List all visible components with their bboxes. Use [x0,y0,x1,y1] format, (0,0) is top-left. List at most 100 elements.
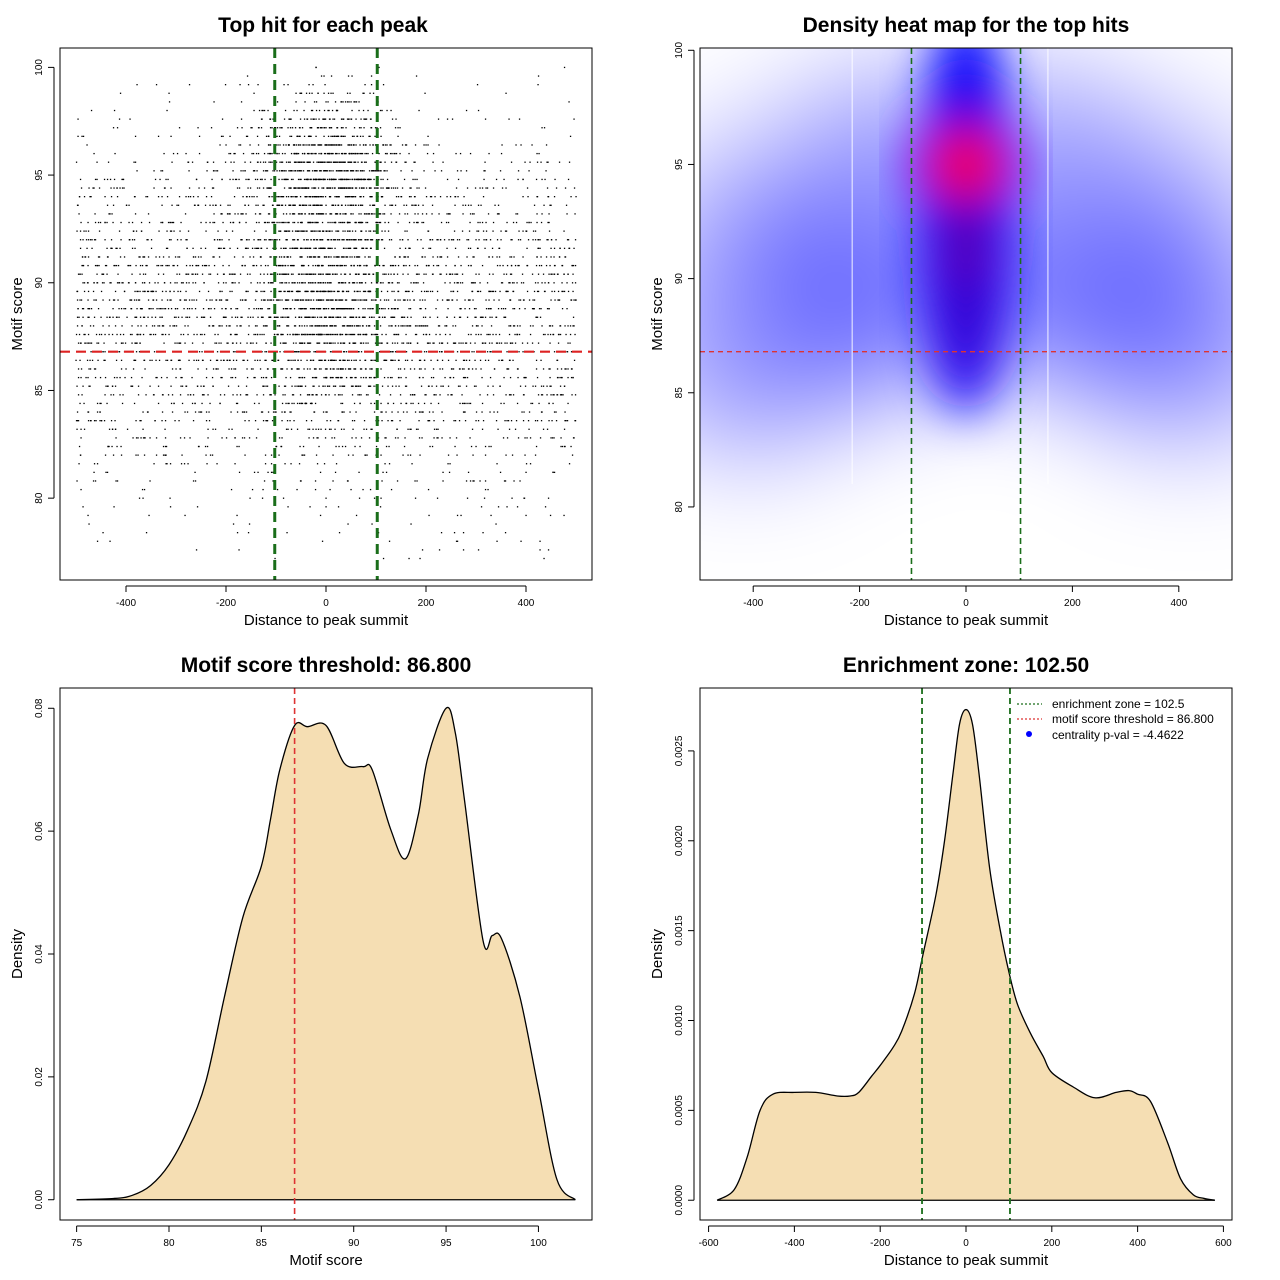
scatter-point [181,376,183,379]
scatter-point [354,221,356,224]
scatter-point [316,204,318,206]
scatter-point [282,316,284,318]
scatter-point [79,230,82,232]
scatter-point [365,221,367,224]
scatter-point [475,385,477,387]
scatter-point [565,204,568,206]
scatter-point [461,368,464,370]
scatter-point [418,325,420,327]
scatter-point [233,152,235,155]
scatter-point [440,170,443,172]
scatter-point [138,497,141,499]
scatter-point [406,316,409,318]
scatter-point [111,247,113,250]
scatter-point [306,316,309,318]
scatter-point [256,196,258,198]
scatter-point [380,187,382,189]
scatter-point [381,109,383,112]
scatter-point [488,152,490,155]
scatter-point [231,290,233,293]
scatter-point [254,247,256,250]
scatter-point [120,368,123,370]
scatter-point [131,325,133,327]
scatter-point [166,463,168,465]
scatter-point [414,480,416,482]
scatter-point [330,299,332,301]
scatter-point [553,273,556,275]
scatter-point [573,187,576,189]
scatter-point [414,264,416,267]
scatter-point [203,282,205,284]
scatter-point [373,359,375,362]
scatter-point [346,92,349,94]
scatter-point [390,488,393,491]
scatter-point [380,308,383,310]
scatter-point [269,273,272,275]
scatter-point [256,394,258,396]
scatter-point [359,178,361,181]
scatter-point [499,290,501,293]
scatter-point [82,316,84,318]
scatter-point [394,359,396,362]
scatter-point [110,420,113,422]
scatter-point [427,135,429,138]
scatter-point [409,454,412,456]
scatter-point [102,351,104,353]
scatter-point [240,325,242,327]
scatter-point [325,213,327,215]
scatter-point [444,333,447,336]
scatter-point [106,316,108,318]
scatter-point [232,170,234,172]
scatter-point [570,196,572,198]
scatter-point [547,333,549,336]
scatter-point [179,368,182,370]
scatter-point [213,101,215,103]
scatter-point [498,359,500,362]
scatter-point [262,299,265,301]
scatter-point [86,247,88,250]
scatter-point [271,196,273,198]
scatter-point [320,196,323,198]
scatter-point [311,316,313,318]
scatter-point [349,411,351,413]
scatter-point [81,273,83,275]
scatter-point [222,282,225,284]
scatter-point [290,264,293,267]
scatter-point [486,282,489,284]
scatter-point [514,264,517,267]
scatter-point [108,333,110,336]
scatter-point [102,299,104,301]
scatter-point [292,359,294,362]
scatter-point [476,230,478,232]
scatter-point [107,161,110,163]
scatter-point [371,428,373,430]
scatter-point [345,239,348,241]
scatter-point [511,454,514,456]
scatter-point [550,273,552,275]
scatter-point [541,213,543,215]
scatter-point [529,463,532,465]
scatter-point [287,428,289,430]
scatter-point [244,299,246,301]
scatter-point [464,376,467,379]
scatter-point [532,299,534,301]
scatter-point [534,454,537,456]
scatter-point [420,385,423,387]
scatter-point [330,428,332,430]
scatter-point [362,299,364,301]
scatter-point [271,127,273,129]
scatter-point [344,359,346,362]
scatter-point [510,239,512,241]
scatter-point [89,325,92,327]
scatter-point [428,247,430,250]
scatter-point [176,204,178,206]
scatter-point [429,196,432,198]
scatter-point [194,402,196,405]
scatter-point [171,221,174,224]
scatter-point [179,230,181,232]
scatter-point [164,445,167,448]
scatter-point [117,264,120,267]
scatter-point [359,264,362,267]
scatter-point [407,454,409,456]
scatter-point [383,359,386,362]
